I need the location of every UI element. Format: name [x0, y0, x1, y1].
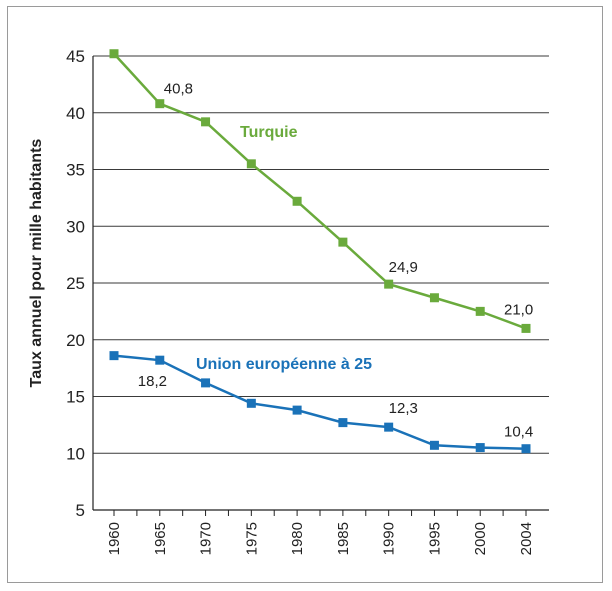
y-tick-label: 5 — [76, 501, 85, 520]
y-tick-labels: 5 10 15 20 25 30 35 40 45 — [66, 47, 85, 520]
y-tick-label: 30 — [66, 217, 85, 236]
x-tick-label: 1975 — [243, 522, 260, 555]
series-label: Turquie — [240, 124, 298, 141]
series-label: Union européenne à 25 — [196, 356, 372, 373]
y-tick-label: 15 — [66, 388, 85, 407]
x-tick-label: 2000 — [472, 522, 489, 555]
data-point — [292, 405, 302, 415]
x-tick-label: 1965 — [152, 522, 169, 555]
y-tick-label: 45 — [66, 47, 85, 66]
y-tick-label: 20 — [66, 331, 85, 350]
y-tick-label: 40 — [66, 104, 85, 123]
y-tick-label: 25 — [66, 274, 85, 293]
data-point — [384, 422, 394, 432]
data-point — [155, 355, 165, 365]
data-point — [201, 378, 211, 388]
data-point — [384, 279, 394, 289]
x-tick-label: 1995 — [426, 522, 443, 555]
data-point — [338, 418, 348, 428]
y-tick-label: 35 — [66, 161, 85, 180]
y-tick-label: 10 — [66, 444, 85, 463]
data-label: 10,4 — [504, 424, 533, 441]
gridlines — [93, 55, 549, 454]
data-label: 18,2 — [138, 373, 167, 390]
data-label: 12,3 — [389, 400, 418, 417]
data-point — [475, 306, 485, 316]
data-label: 21,0 — [504, 301, 533, 318]
data-point — [475, 443, 485, 453]
data-point — [521, 444, 531, 454]
x-tick-label: 1985 — [335, 522, 352, 555]
y-axis-label: Taux annuel pour mille habitants — [28, 139, 45, 388]
chart-frame — [7, 6, 603, 583]
x-tick-label: 1990 — [381, 522, 398, 555]
series-line — [113, 354, 527, 450]
data-label: 40,8 — [164, 81, 193, 98]
data-label: 24,9 — [389, 259, 418, 276]
data-point — [292, 196, 302, 206]
data-point — [246, 159, 256, 169]
x-tick-label: 1960 — [106, 522, 123, 555]
data-point — [109, 49, 119, 59]
data-point — [429, 293, 439, 303]
data-point — [201, 117, 211, 127]
data-point — [429, 440, 439, 450]
axes — [92, 56, 549, 516]
data-point — [246, 398, 256, 408]
series-line — [113, 52, 527, 330]
data-point — [155, 99, 165, 109]
data-point — [521, 323, 531, 333]
series-group: Turquie Union européenne à 25 — [109, 49, 531, 454]
data-point — [109, 351, 119, 361]
data-point — [338, 237, 348, 247]
x-tick-labels: 1960 1965 1970 1975 1980 1985 1990 1995 2000 2004 — [106, 522, 535, 555]
x-tick-label: 1980 — [289, 522, 306, 555]
data-labels: 40,8 24,9 21,0 18,2 12,3 10,4 — [138, 81, 533, 441]
x-tick-label: 2004 — [518, 522, 535, 555]
x-tick-label: 1970 — [198, 522, 215, 555]
